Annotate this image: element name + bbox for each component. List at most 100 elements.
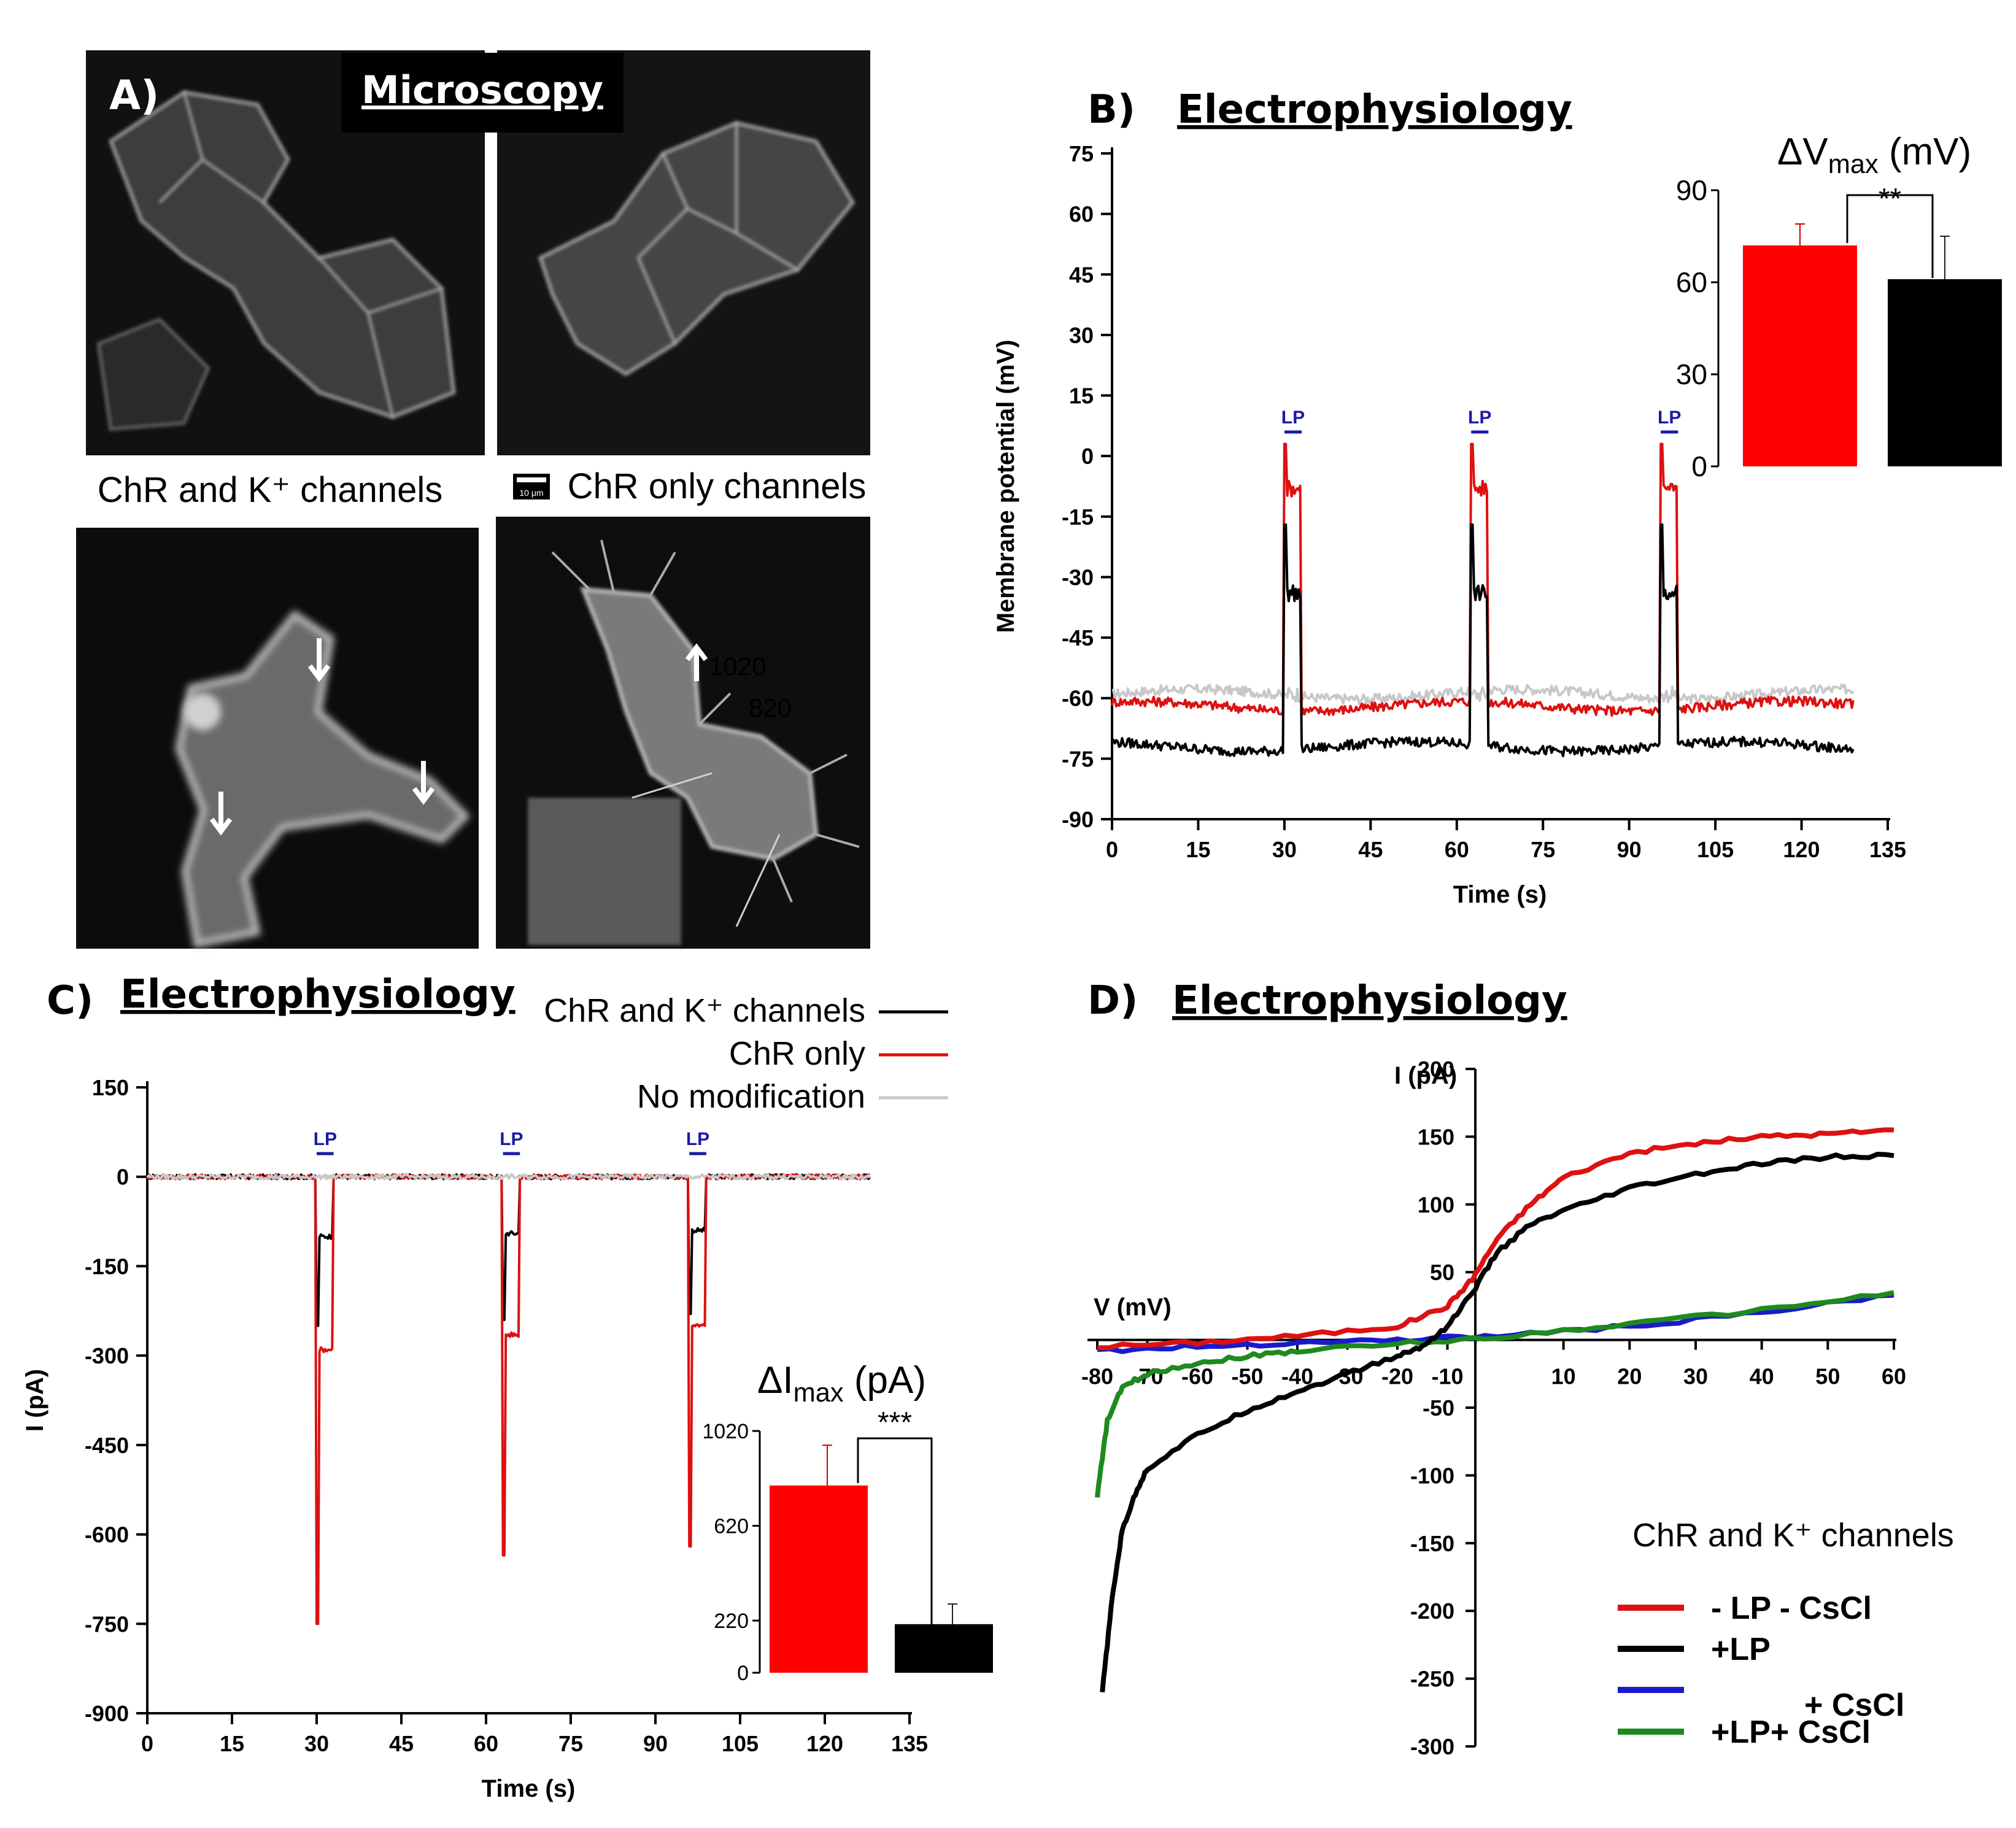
x-tick-label: 15 <box>1186 837 1210 862</box>
y-tick-label: -300 <box>1410 1734 1454 1759</box>
y-tick-label: 0 <box>1081 444 1094 469</box>
overlay-number: 1020 <box>709 652 766 681</box>
y-axis-label: Membrane potential (mV) <box>992 340 1019 633</box>
y-tick-label: -300 <box>85 1343 129 1368</box>
y-tick-label: -150 <box>1410 1531 1454 1556</box>
legend-label: + CsCl <box>1804 1687 1904 1723</box>
trace-2 <box>1111 523 1855 758</box>
panel-d: D) Electrophysiology 200 150 100 50 -50 -100 -… <box>1081 978 1954 1759</box>
panel-c: C) Electrophysiology 1500-150-300-450-60… <box>21 972 993 1802</box>
trace-0 <box>147 1173 871 1327</box>
panel-a-title: Microscopy <box>361 67 603 112</box>
y-axis-label: I (pA) <box>21 1369 48 1432</box>
inset-y-tick-label: 620 <box>714 1515 749 1538</box>
lp-label: LP <box>1658 407 1681 428</box>
panel-c-title: Electrophysiology <box>120 972 516 1017</box>
inset-title: ΔVmax (mV) <box>1777 131 1971 179</box>
y-tick-label: 200 <box>1418 1057 1454 1082</box>
y-tick-label: 50 <box>1430 1260 1454 1285</box>
significance-bracket <box>857 1437 933 1624</box>
y-tick-label: -90 <box>1062 807 1094 832</box>
iv-curve-1 <box>1100 1152 1894 1692</box>
micro-image-bottom-left <box>76 528 479 949</box>
x-tick-label: 0 <box>141 1731 153 1756</box>
inset-y-tick-label: 220 <box>714 1610 749 1633</box>
inset-title: ΔImax (pA) <box>757 1359 926 1408</box>
x-tick-label: 60 <box>1882 1364 1906 1389</box>
x-tick-label: 0 <box>1106 837 1118 862</box>
x-tick-label: 105 <box>722 1731 759 1756</box>
y-tick-label: -50 <box>1423 1395 1454 1421</box>
panel-b-title: Electrophysiology <box>1177 87 1572 133</box>
inset-y-tick-label: 60 <box>1676 266 1707 298</box>
x-tick-label: 120 <box>1783 837 1820 862</box>
micro-image-top-right <box>497 50 870 455</box>
y-tick-label: 15 <box>1069 384 1094 409</box>
panel-c-letter: C) <box>47 978 93 1024</box>
trace-2 <box>146 1173 871 1181</box>
x-tick-label: 75 <box>1531 837 1555 862</box>
legend-label: +LP <box>1711 1632 1771 1667</box>
chart-c: 150 0 -150 -300 -450 -600 -750 -900 0 15 30 45 60 75 9… <box>21 992 948 1802</box>
inset-bar <box>1888 279 2002 466</box>
y-tick-label: 45 <box>1069 262 1094 287</box>
significance-stars: *** <box>878 1406 912 1439</box>
panel-b: B) Electrophysiology 75 60 45 30 15 0 -15 -30 -4… <box>992 87 2002 908</box>
y-tick-label: -450 <box>85 1433 129 1458</box>
x-tick-label: 90 <box>643 1731 668 1756</box>
arrow-down-icon <box>307 638 331 682</box>
legend-label: No modification <box>637 1078 865 1115</box>
x-tick-label: 135 <box>1869 837 1906 862</box>
trace-0 <box>1111 683 1855 705</box>
arrow-down-icon <box>412 761 435 805</box>
x-tick-label: 45 <box>389 1731 414 1756</box>
micro-image-bottom-right: 1020 820 <box>496 517 870 949</box>
y-tick-label: -600 <box>85 1522 129 1548</box>
inset-y-tick-label: 90 <box>1676 174 1707 206</box>
y-tick-label: -15 <box>1062 504 1094 530</box>
y-tick-label: -200 <box>1410 1599 1454 1624</box>
panel-d-title: Electrophysiology <box>1172 978 1567 1024</box>
x-tick-label: 75 <box>558 1731 583 1756</box>
inset-y-tick-label: 30 <box>1676 358 1707 390</box>
inset-bar <box>895 1624 993 1673</box>
x-tick-label: 30 <box>1683 1364 1708 1389</box>
chart-b: 75 60 45 30 15 0 -15 -30 -45 -60 -75 -90 0 15 30 45 60 75… <box>992 141 1906 908</box>
y-tick-label: -60 <box>1062 686 1094 711</box>
x-tick-label: 120 <box>806 1731 843 1756</box>
legend-label: - LP - CsCl <box>1711 1591 1872 1626</box>
legend-label: ChR only <box>729 1035 865 1072</box>
lp-label: LP <box>1468 407 1491 428</box>
label-chr-k-channels: ChR and K⁺ channels <box>98 470 443 510</box>
y-tick-label: 75 <box>1069 141 1094 166</box>
x-tick-label: 15 <box>220 1731 244 1756</box>
x-tick-label: 30 <box>304 1731 329 1756</box>
y-tick-label: -30 <box>1062 565 1094 590</box>
x-tick-label: 60 <box>474 1731 498 1756</box>
x-tick-label: 45 <box>1358 837 1383 862</box>
x-tick-label: -50 <box>1231 1364 1263 1389</box>
x-tick-label: -80 <box>1081 1364 1113 1389</box>
iv-curve-0 <box>1097 1127 1894 1351</box>
label-chr-only-channels: ChR only channels <box>568 466 867 506</box>
y-axis-label: I (pA) <box>1394 1062 1457 1089</box>
scale-bar-label: 10 μm <box>519 488 543 498</box>
x-tick-label: 90 <box>1617 837 1642 862</box>
legend-label: +LP+ CsCl <box>1711 1714 1871 1750</box>
inset-bar <box>770 1485 868 1673</box>
y-tick-label: 60 <box>1069 202 1094 227</box>
inset-y-tick-label: 0 <box>1691 450 1707 482</box>
inset-bar <box>1743 245 1857 466</box>
y-tick-label: 150 <box>92 1075 129 1100</box>
x-tick-label: -40 <box>1281 1364 1313 1389</box>
x-tick-label: 50 <box>1815 1364 1840 1389</box>
lp-label: LP <box>500 1129 523 1149</box>
significance-stars: ** <box>1879 183 1901 215</box>
panel-a-letter: A) <box>109 72 159 119</box>
y-tick-label: -750 <box>85 1611 129 1637</box>
x-tick-label: -20 <box>1381 1364 1413 1389</box>
x-axis-label: V (mV) <box>1094 1294 1172 1321</box>
y-tick-label: 30 <box>1069 323 1094 348</box>
